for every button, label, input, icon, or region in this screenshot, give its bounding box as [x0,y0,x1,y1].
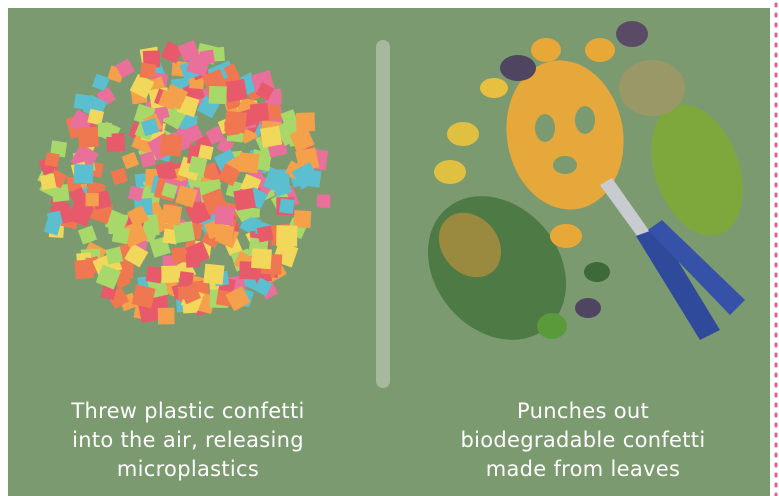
caption-line: microplastics [117,457,259,481]
confetti-piece [214,205,234,225]
leaf [537,313,567,339]
confetti-piece [257,225,274,242]
confetti-piece [293,210,311,228]
leaf [434,160,466,184]
confetti-piece [112,226,130,244]
caption-line: Punches out [517,399,649,423]
confetti-piece [215,224,234,243]
confetti-piece [145,266,163,284]
leaf [500,55,536,81]
confetti-piece [224,111,247,134]
leaf [447,122,479,146]
confetti-piece [279,198,295,214]
confetti-piece [140,63,157,80]
confetti-piece [303,169,321,187]
confetti-piece [198,144,213,159]
confetti-piece [161,265,179,283]
leaf [550,224,582,248]
confetti-piece [172,247,188,263]
confetti-piece [158,308,175,325]
confetti-piece [203,264,224,285]
confetti-piece [260,126,282,148]
confetti-piece [74,94,90,110]
confetti-piece [238,152,259,173]
leaf-hole [553,156,577,174]
confetti-piece [160,134,182,156]
infographic: Threw plastic confetti into the air, rel… [0,0,779,496]
leaf [585,38,615,62]
confetti-piece [276,225,297,246]
leaf [575,298,601,318]
caption-line: made from leaves [486,457,681,481]
leaf-hole [535,114,555,142]
caption-line: biodegradable confetti [461,428,706,452]
caption-line: Threw plastic confetti [70,399,304,423]
caption-line: into the air, releasing [72,428,304,452]
confetti-piece [45,152,60,167]
confetti-piece [317,194,331,208]
confetti-piece [209,86,227,104]
confetti-piece [233,188,256,211]
confetti-piece [296,112,315,131]
leaf [619,60,685,116]
confetti-piece [250,103,269,122]
confetti-piece [251,248,272,269]
confetti-piece [224,79,248,103]
leaf [616,21,648,47]
divider [376,40,390,388]
confetti-piece [74,164,94,184]
confetti-piece [40,174,57,191]
leaf-hole [575,106,595,134]
leaf [584,262,610,282]
leaf [480,78,508,98]
confetti-piece [98,123,112,137]
confetti-piece [161,204,182,225]
leaf [531,38,561,62]
page: Threw plastic confetti into the air, rel… [0,0,779,496]
confetti-piece [77,127,99,149]
confetti-piece [86,193,99,206]
